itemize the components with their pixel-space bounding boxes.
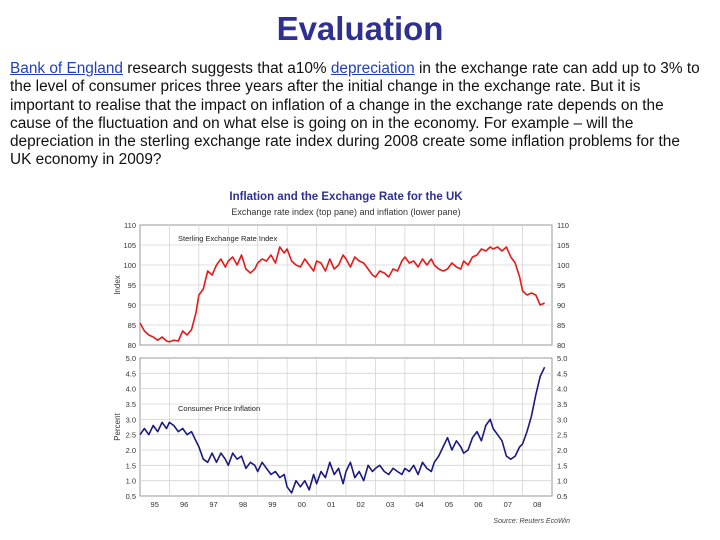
top-y-tick-right: 100 [557, 261, 570, 270]
top-y-tick-left: 105 [123, 241, 136, 250]
paragraph-text-2: in the exchange rate can add up to 3% to… [10, 60, 700, 169]
top-y-tick-right: 105 [557, 241, 570, 250]
top-y-tick-left: 85 [128, 321, 136, 330]
bottom-y-tick-left: 4.0 [126, 385, 136, 394]
x-tick-label: 98 [239, 500, 247, 509]
top-y-tick-left: 80 [128, 341, 136, 350]
slide-title: Evaluation [276, 10, 444, 47]
chart-source: Source: Reuters EcoWin [493, 518, 570, 525]
x-tick-label: 07 [504, 500, 512, 509]
bottom-y-tick-right: 4.5 [557, 369, 567, 378]
bottom-y-tick-right: 1.5 [557, 461, 567, 470]
top-y-tick-right: 90 [557, 301, 565, 310]
chart-subtitle: Exchange rate index (top pane) and infla… [231, 207, 461, 217]
bottom-y-tick-right: 3.5 [557, 400, 567, 409]
x-tick-label: 01 [327, 500, 335, 509]
top-y-tick-right: 80 [557, 341, 565, 350]
x-tick-label: 97 [209, 500, 217, 509]
bottom-y-tick-left: 3.5 [126, 400, 136, 409]
paragraph-text-1: research suggests that a10% [122, 60, 331, 77]
x-tick-label: 99 [268, 500, 276, 509]
top-y-axis-label: Index [113, 275, 122, 295]
x-tick-label: 96 [180, 500, 188, 509]
x-tick-label: 02 [357, 500, 365, 509]
top-series-name: Sterling Exchange Rate Index [178, 234, 277, 243]
x-tick-label: 05 [445, 500, 453, 509]
x-tick-label: 03 [386, 500, 394, 509]
bottom-y-tick-left: 2.0 [126, 446, 136, 455]
depreciation-link[interactable]: depreciation [330, 60, 415, 77]
bottom-series-line [139, 366, 546, 494]
bottom-y-tick-left: 2.5 [126, 431, 136, 440]
x-tick-label: 95 [151, 500, 159, 509]
top-y-tick-left: 95 [128, 281, 136, 290]
top-y-tick-right: 95 [557, 281, 565, 290]
top-y-tick-right: 85 [557, 321, 565, 330]
bottom-y-tick-right: 2.5 [557, 431, 567, 440]
top-y-tick-left: 90 [128, 301, 136, 310]
bottom-y-tick-left: 5.0 [126, 354, 136, 363]
top-series-line [139, 246, 545, 343]
bottom-y-tick-right: 5.0 [557, 354, 567, 363]
bottom-y-tick-right: 1.0 [557, 477, 567, 486]
bottom-series-name: Consumer Price Inflation [178, 404, 260, 413]
x-tick-label: 00 [298, 500, 306, 509]
top-y-tick-left: 100 [123, 261, 136, 270]
bottom-y-tick-right: 0.5 [557, 492, 567, 501]
bottom-y-tick-right: 2.0 [557, 446, 567, 455]
bottom-y-tick-right: 3.0 [557, 415, 567, 424]
bottom-y-axis-label: Percent [113, 412, 122, 440]
x-tick-label: 06 [474, 500, 482, 509]
bottom-y-tick-left: 1.0 [126, 477, 136, 486]
bottom-y-tick-left: 3.0 [126, 415, 136, 424]
top-y-tick-left: 110 [124, 221, 136, 230]
body-paragraph: Bank of England research suggests that a… [10, 60, 700, 170]
x-tick-label: 08 [533, 500, 541, 509]
bottom-y-tick-left: 0.5 [126, 492, 136, 501]
bottom-y-tick-right: 4.0 [557, 385, 567, 394]
bottom-y-tick-left: 1.5 [126, 461, 136, 470]
chart-title: Inflation and the Exchange Rate for the … [229, 191, 463, 203]
x-tick-label: 04 [415, 500, 423, 509]
top-y-tick-right: 110 [557, 221, 569, 230]
bank-of-england-link[interactable]: Bank of England [10, 60, 123, 77]
bottom-y-tick-left: 4.5 [126, 369, 136, 378]
